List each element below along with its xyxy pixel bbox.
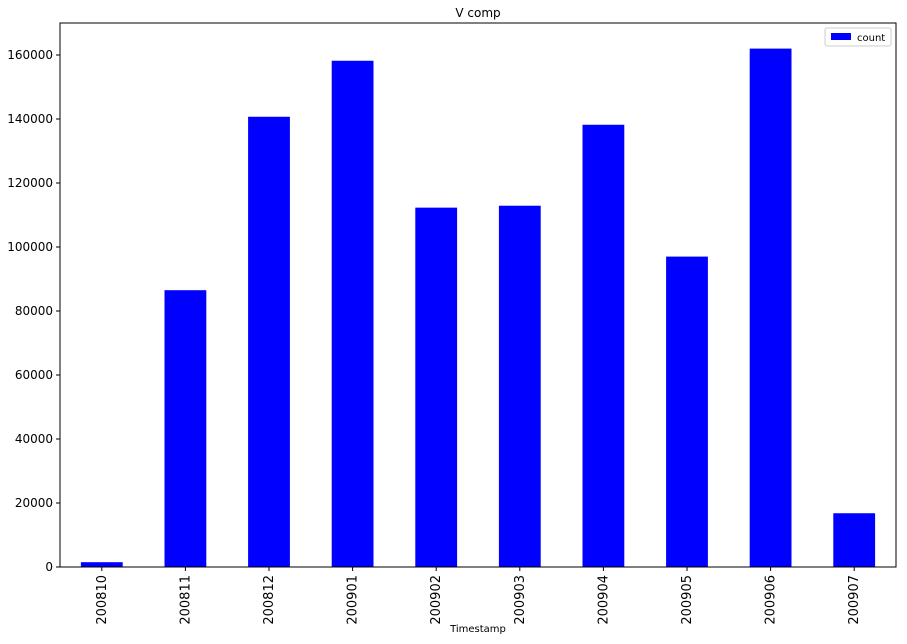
bar-200906 bbox=[749, 48, 792, 568]
y-tick-label: 100000 bbox=[7, 240, 53, 254]
x-tick-label: 200906 bbox=[764, 575, 779, 625]
x-tick-label: 200810 bbox=[95, 575, 110, 625]
y-tick-label: 40000 bbox=[15, 432, 53, 446]
x-tick-label: 200903 bbox=[513, 575, 528, 625]
y-tick-label: 0 bbox=[45, 560, 53, 574]
plot-frame bbox=[59, 22, 897, 568]
bar-200905 bbox=[666, 256, 708, 567]
chart-title: V comp bbox=[455, 6, 500, 20]
bar-200810 bbox=[80, 562, 123, 567]
x-axis: 200810 200811 200812 200901 200902 200903 2009… bbox=[95, 567, 862, 625]
bars bbox=[80, 48, 876, 568]
legend-label: count bbox=[857, 33, 885, 44]
x-tick-label: 200901 bbox=[346, 575, 361, 625]
legend: count bbox=[824, 27, 892, 47]
x-tick-label: 200812 bbox=[262, 575, 277, 625]
bar-200903 bbox=[498, 205, 541, 567]
x-tick-label: 200811 bbox=[178, 575, 193, 625]
y-tick-label: 80000 bbox=[15, 304, 53, 318]
y-tick-label: 120000 bbox=[7, 176, 53, 190]
y-tick-label: 140000 bbox=[7, 112, 53, 126]
x-tick-label: 200907 bbox=[847, 575, 862, 625]
x-tick-label: 200905 bbox=[680, 575, 695, 625]
y-tick-label: 160000 bbox=[7, 48, 53, 62]
bar-200902 bbox=[415, 207, 458, 567]
bar-200907 bbox=[833, 513, 876, 567]
legend-box bbox=[824, 27, 892, 47]
y-axis: 0 20000 40000 60000 80000 100000 120000 140000 1… bbox=[7, 48, 60, 574]
bar-200904 bbox=[582, 124, 625, 567]
x-tick-label: 200904 bbox=[596, 575, 611, 625]
bar-200901 bbox=[331, 60, 374, 567]
x-axis-label: Timestamp bbox=[449, 624, 506, 635]
bar-200811 bbox=[164, 290, 207, 567]
bar-200812 bbox=[248, 116, 290, 567]
x-tick-label: 200902 bbox=[429, 575, 444, 625]
y-tick-label: 20000 bbox=[15, 496, 53, 510]
y-tick-label: 60000 bbox=[15, 368, 53, 382]
legend-swatch bbox=[831, 33, 851, 40]
